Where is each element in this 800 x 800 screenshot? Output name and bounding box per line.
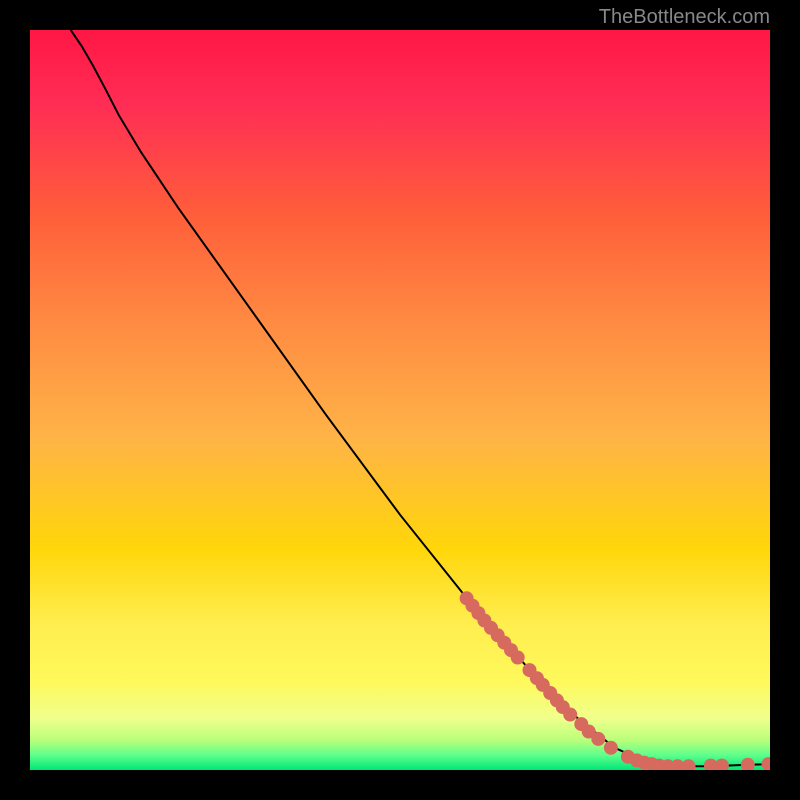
watermark-text: TheBottleneck.com (599, 6, 770, 29)
chart-background-gradient (30, 30, 770, 770)
chart-container (30, 30, 770, 770)
